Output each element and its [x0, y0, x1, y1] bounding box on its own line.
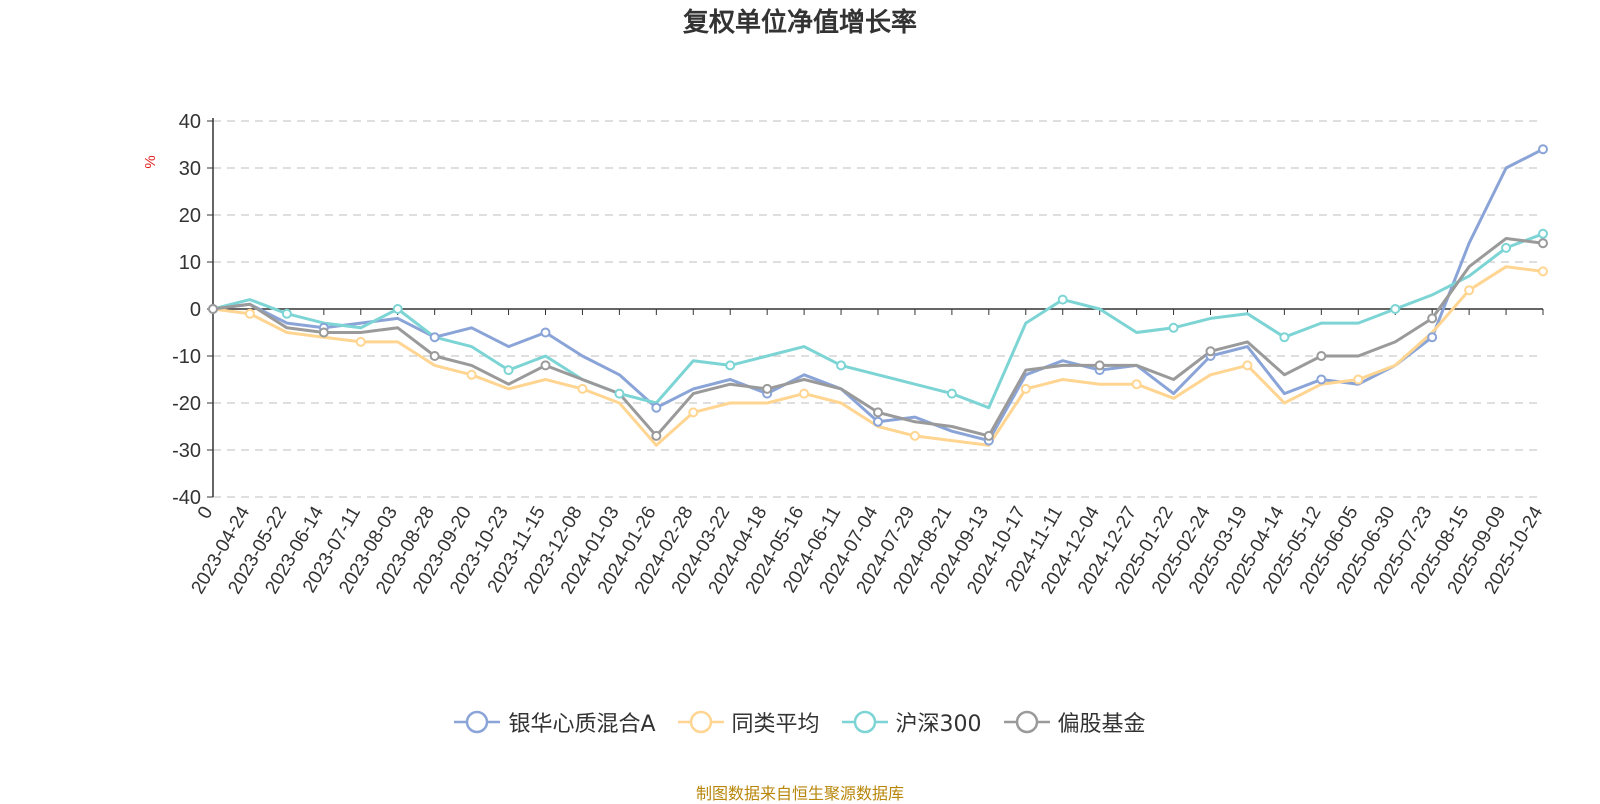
legend-item[interactable]: 银华心质混合A — [454, 706, 656, 738]
axis-labels: 403020100-10-20-30-4002023-04-242023-05-… — [172, 111, 1547, 598]
line-chart: 403020100-10-20-30-4002023-04-242023-05-… — [142, 111, 1548, 598]
series-point — [540, 360, 551, 371]
series-point — [540, 327, 551, 338]
series-point — [873, 407, 883, 418]
series-point — [909, 430, 920, 441]
series-point — [946, 388, 957, 399]
series-point — [1501, 242, 1512, 253]
series-point — [1242, 360, 1253, 371]
series-point — [1538, 238, 1548, 249]
series-point — [614, 388, 625, 399]
series-point — [651, 402, 662, 413]
series-point — [244, 308, 255, 319]
series-line — [212, 147, 1544, 443]
y-tick-label: 10 — [179, 252, 201, 274]
series-point — [1057, 294, 1068, 305]
y-tick-label: 20 — [179, 205, 201, 227]
legend-label: 同类平均 — [731, 712, 820, 737]
legend-marker-icon — [841, 710, 888, 734]
series-point — [1390, 304, 1401, 314]
legend-item[interactable]: 偏股基金 — [1003, 706, 1146, 738]
series-point — [392, 304, 403, 314]
y-tick-label: 30 — [179, 158, 201, 180]
legend-marker-icon — [454, 710, 501, 734]
series-point — [1094, 360, 1105, 371]
data-source-footer: 制图数据来自恒生聚源数据库 — [695, 784, 904, 803]
series-point — [651, 430, 662, 441]
series-point — [688, 407, 699, 418]
series-point — [1464, 285, 1475, 296]
y-tick-label: -40 — [172, 487, 201, 509]
y-tick-label: -20 — [172, 393, 201, 415]
series-point — [503, 365, 514, 376]
series-point — [1131, 379, 1142, 390]
legend-label: 银华心质混合A — [508, 712, 656, 737]
y-tick-label: -10 — [172, 346, 201, 368]
series-point — [429, 351, 440, 361]
series-point — [355, 336, 366, 347]
series-point — [1168, 322, 1179, 333]
series-point — [1205, 346, 1216, 357]
legend-item[interactable]: 沪深300 — [841, 706, 982, 738]
y-tick-label: 40 — [179, 111, 201, 133]
series-point — [1279, 332, 1290, 343]
series-point — [1427, 332, 1438, 343]
legend-circle — [466, 710, 489, 734]
series-point — [762, 383, 773, 394]
legend-marker-icon — [1003, 710, 1050, 734]
series-point — [1316, 351, 1327, 361]
y-tick-label: -30 — [172, 440, 201, 462]
series-point — [725, 360, 736, 371]
series-point — [429, 332, 440, 343]
legend-label: 偏股基金 — [1057, 712, 1146, 737]
series-point — [1353, 374, 1364, 385]
series-lines — [212, 147, 1544, 447]
y-tick-label: 0 — [190, 299, 201, 321]
series-point — [1538, 144, 1548, 155]
series-point — [983, 430, 994, 441]
series-point — [1020, 383, 1031, 394]
legend-marker-icon — [677, 710, 724, 734]
series-point — [318, 327, 329, 338]
series-markers — [208, 144, 1548, 446]
series-point — [281, 308, 292, 319]
axes — [207, 118, 1544, 498]
series-line — [212, 237, 1544, 438]
legend: 银华心质混合A 同类平均 沪深300 偏股基金 — [0, 706, 1600, 738]
legend-circle — [853, 710, 876, 734]
series-point — [466, 369, 477, 380]
legend-circle — [1015, 710, 1038, 734]
chart-title: 复权单位净值增长率 — [682, 8, 917, 38]
series-point — [1538, 266, 1548, 277]
series-point — [836, 360, 847, 371]
series-point — [1538, 228, 1548, 239]
legend-label: 沪深300 — [895, 712, 982, 737]
series-point — [577, 383, 588, 394]
x-tick-label: 0 — [194, 503, 217, 523]
y-axis-unit-label: % — [142, 155, 159, 168]
series-point — [208, 304, 218, 314]
legend-circle — [689, 710, 712, 734]
series-point — [1316, 374, 1327, 385]
series-point — [1427, 313, 1438, 324]
series-point — [799, 388, 810, 399]
series-point — [873, 416, 883, 427]
legend-item[interactable]: 同类平均 — [677, 706, 820, 738]
